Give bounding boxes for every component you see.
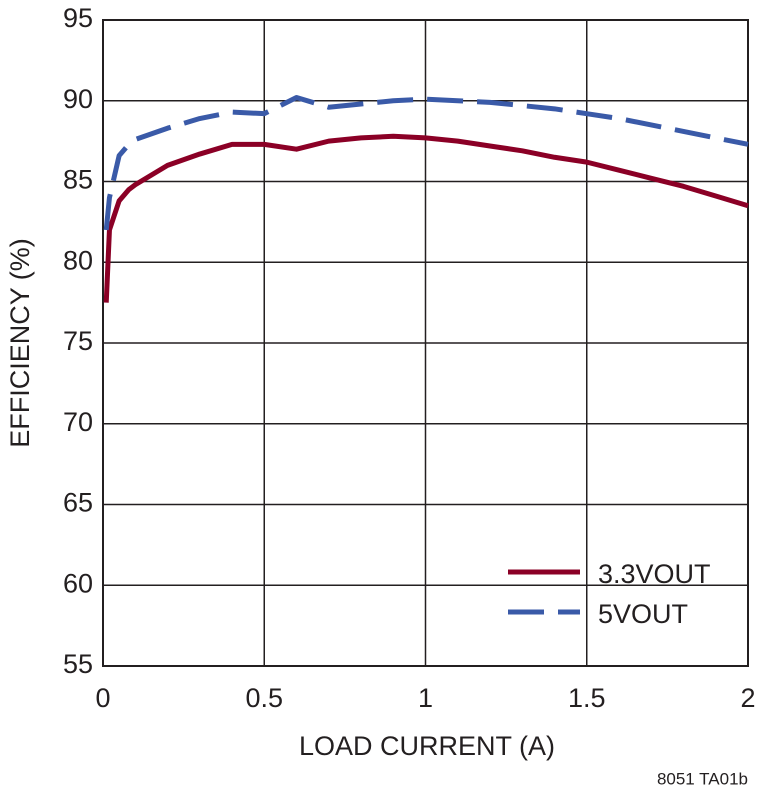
y-tick-label: 70: [63, 407, 93, 437]
y-tick-label: 65: [63, 488, 93, 518]
x-tick-label: 2: [740, 683, 755, 713]
x-tick-label: 0.5: [245, 683, 283, 713]
legend-label: 5VOUT: [598, 599, 688, 629]
y-axis-label: EFFICIENCY (%): [5, 238, 35, 448]
x-tick-label: 1.5: [568, 683, 606, 713]
x-tick-label: 0: [95, 683, 110, 713]
y-tick-label: 90: [63, 84, 93, 114]
x-tick-label: 1: [418, 683, 433, 713]
y-tick-label: 85: [63, 165, 93, 195]
plot-frame: [102, 19, 749, 667]
y-tick-label: 75: [63, 326, 93, 356]
y-tick-label: 55: [63, 649, 93, 679]
series-line: [103, 133, 749, 303]
legend-label: 3.3VOUT: [598, 559, 711, 589]
y-tick-label: 95: [63, 3, 93, 33]
x-axis-label: LOAD CURRENT (A): [299, 731, 555, 761]
y-tick-label: 80: [63, 245, 93, 275]
footnote: 8051 TA01b: [657, 769, 748, 788]
series-line: [103, 95, 749, 231]
y-tick-label: 60: [63, 568, 93, 598]
